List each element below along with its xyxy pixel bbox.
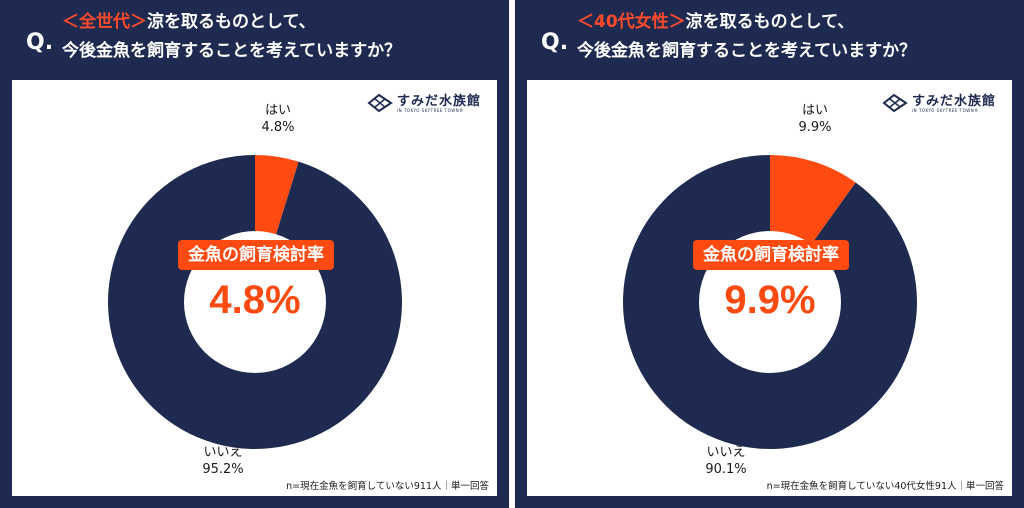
yes-slice-label: はい 9.9% (785, 102, 845, 136)
logo-text: すみだ水族館 (912, 94, 997, 109)
question-title: ＜全世代＞涼を取るものとして、 今後金魚を飼育することを考えていますか？ (62, 8, 502, 66)
sample-note: n=現在金魚を飼育していない911人｜単一回答 (286, 481, 489, 492)
fish-logo-icon (882, 93, 908, 113)
no-label: いいえ (706, 445, 746, 460)
yes-value: 4.8% (261, 120, 295, 135)
no-slice-label: いいえ 95.2% (188, 444, 258, 478)
panel-all-ages: Q. ＜全世代＞涼を取るものとして、 今後金魚を飼育することを考えていますか？ … (0, 0, 509, 508)
logo-subtext: IN TOKYO SKYTREE TOWN® (397, 108, 464, 113)
title-line1: 涼を取るものとして、 (685, 12, 855, 32)
no-slice-label: いいえ 90.1% (691, 444, 761, 478)
yes-label: はい (801, 103, 828, 118)
title-accent: ＜40代女性＞ (577, 12, 686, 32)
title-line1: 涼を取るものとして、 (147, 12, 316, 32)
yes-value: 9.9% (798, 120, 832, 135)
panel-40s-women: Q. ＜40代女性＞涼を取るものとして、 今後金魚を飼育することを考えていますか… (515, 0, 1024, 508)
aquarium-logo: すみだ水族館 IN TOKYO SKYTREE TOWN® (367, 90, 485, 116)
aquarium-logo: すみだ水族館 IN TOKYO SKYTREE TOWN® (882, 90, 1000, 116)
question-mark: Q. (541, 30, 569, 55)
question-title: ＜40代女性＞涼を取るものとして、 今後金魚を飼育することを考えていますか？ (577, 8, 1017, 66)
no-value: 90.1% (705, 462, 747, 477)
question-mark: Q. (26, 30, 54, 55)
center-value: 9.9% (724, 278, 816, 322)
chart-card: すみだ水族館 IN TOKYO SKYTREE TOWN® はい 4.8% いい… (12, 80, 497, 496)
no-label: いいえ (203, 445, 243, 460)
fish-logo-icon (367, 93, 393, 113)
title-accent: ＜全世代＞ (62, 12, 147, 32)
no-value: 95.2% (202, 462, 244, 477)
title-line2: 今後金魚を飼育することを考えていますか？ (577, 41, 917, 61)
center-badge: 金魚の飼育検討率 (178, 240, 334, 270)
sample-note: n=現在金魚を飼育していない40代女性91人｜単一回答 (766, 481, 1004, 492)
center-value: 4.8% (209, 278, 301, 322)
yes-label: はい (264, 103, 291, 118)
yes-slice-label: はい 4.8% (248, 102, 308, 136)
title-line2: 今後金魚を飼育することを考えていますか？ (62, 41, 402, 61)
logo-subtext: IN TOKYO SKYTREE TOWN® (912, 108, 979, 113)
center-badge: 金魚の飼育検討率 (693, 240, 849, 270)
chart-card: すみだ水族館 IN TOKYO SKYTREE TOWN® はい 9.9% いい… (527, 80, 1012, 496)
logo-text: すみだ水族館 (397, 94, 482, 109)
